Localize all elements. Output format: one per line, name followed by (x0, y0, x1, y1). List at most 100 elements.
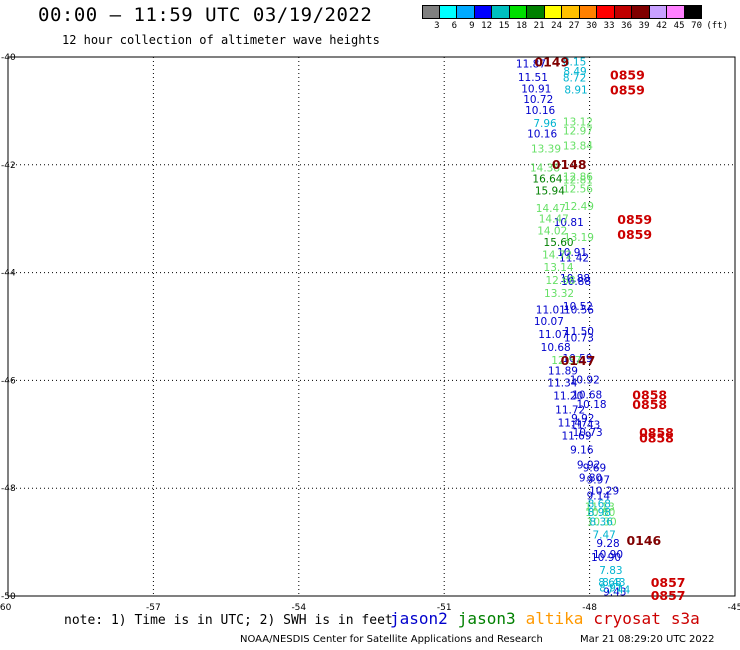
data-label: 11.72 (555, 405, 585, 417)
data-label: 10.88 (560, 273, 590, 285)
data-label: 7.47 (592, 530, 615, 542)
scale-label: 33 (603, 21, 615, 31)
scale-swatch (597, 5, 615, 19)
y-tick-label: -42 (1, 161, 16, 171)
data-label: 0146 (626, 533, 661, 548)
y-tick-label: -46 (1, 376, 16, 386)
data-label: 9.97 (587, 475, 610, 487)
data-label: 8.36 (590, 517, 614, 529)
scale-label: 36 (621, 21, 632, 31)
legend-item-altika: altika (525, 609, 584, 628)
y-tick-label: -40 (1, 53, 16, 63)
scale-label: 12 (481, 21, 492, 31)
data-label: 12.97 (563, 125, 593, 137)
plot-frame (7, 56, 736, 597)
data-label: 9.92 (577, 459, 600, 471)
scale-label: (ft) (706, 21, 728, 31)
data-label: 0858 (632, 397, 667, 412)
data-label: 15.60 (544, 237, 574, 249)
legend-item-cryosat: cryosat (593, 609, 661, 628)
data-label: 10.90 (593, 549, 623, 561)
data-label: 10.16 (525, 105, 555, 117)
scale-swatch (439, 5, 457, 19)
data-label: 14.47 (536, 203, 566, 215)
data-label: 12.57 (551, 355, 581, 367)
data-label: 0149 (534, 54, 569, 69)
scale-swatch (649, 5, 667, 19)
data-label: 14.38 (530, 162, 560, 174)
data-label: 8.72 (563, 72, 586, 84)
data-label: 0148 (552, 157, 587, 172)
data-label: 11.42 (559, 253, 589, 265)
legend-item-jason3: jason3 (457, 609, 516, 628)
data-label: 11.20 (553, 390, 583, 402)
x-tick-label: -45 (728, 603, 740, 613)
data-label: 13.19 (564, 232, 594, 244)
data-label: 13.32 (544, 288, 574, 300)
chart-title: 00:00 – 11:59 UTC 03/19/2022 (38, 4, 373, 26)
data-label: 10.07 (534, 316, 564, 328)
scale-label: 15 (498, 21, 510, 31)
data-label: 11.34 (547, 378, 577, 390)
scale-label: 21 (533, 21, 545, 31)
scale-swatch (667, 5, 685, 19)
scale-swatch (457, 5, 475, 19)
data-label: 12.56 (563, 184, 593, 196)
data-label: 15.94 (535, 186, 565, 198)
scale-swatch (579, 5, 597, 19)
x-tick-label: -57 (146, 603, 161, 613)
data-label: 11.69 (561, 430, 591, 442)
data-label: 12.68 (545, 275, 575, 287)
scale-label: 3 (434, 21, 440, 31)
data-label: 0857 (651, 588, 686, 603)
color-scale (422, 5, 702, 19)
data-label: 8.98 (588, 507, 611, 519)
scale-swatch (544, 5, 562, 19)
data-label: 13.12 (563, 117, 593, 129)
data-label: 14.72 (542, 249, 572, 261)
data-label: 0859 (617, 212, 652, 227)
data-label: 0859 (610, 82, 645, 97)
scale-label: 45 (673, 21, 685, 31)
y-tick-label: -48 (1, 484, 16, 494)
data-label: 9.80 (579, 472, 602, 484)
chart-subtitle: 12 hour collection of altimeter wave hei… (62, 33, 380, 47)
data-label: 10.91 (557, 247, 587, 259)
data-label: 11.50 (564, 326, 594, 338)
data-label: 0858 (639, 425, 674, 440)
data-label: 16.64 (532, 173, 562, 185)
data-label: 12.49 (564, 201, 594, 213)
data-label: 11.87 (516, 58, 546, 70)
legend-item-jason2: jason2 (390, 609, 448, 628)
data-label: 10.52 (563, 301, 593, 313)
data-label: 10.72 (523, 94, 553, 106)
x-tick-label: -54 (291, 603, 306, 613)
data-label: 10.92 (570, 374, 600, 386)
data-label: 9.16 (570, 444, 594, 456)
scale-swatch (527, 5, 545, 19)
data-label: 10.56 (564, 304, 594, 316)
data-label: 11.47 (558, 417, 588, 429)
data-label: 10.88 (561, 276, 591, 288)
generated-timestamp: Mar 21 08:29:20 UTC 2022 (580, 634, 715, 645)
scale-label: 70 (691, 21, 702, 31)
data-label: 10.73 (564, 332, 594, 344)
data-label: 10.18 (577, 399, 607, 411)
data-label: 10.59 (562, 353, 592, 365)
data-label: 9.43 (603, 587, 626, 599)
satellite-legend: jason2 jason3 altika cryosat s3a (390, 609, 700, 628)
data-label: 10.90 (591, 552, 621, 564)
data-label: 0858 (639, 431, 674, 446)
scale-swatch (632, 5, 650, 19)
data-label: 9.92 (571, 413, 594, 425)
data-label: 9.69 (583, 463, 606, 475)
data-label: 0858 (632, 387, 667, 402)
data-label: 10.29 (589, 485, 619, 497)
legend-item-s3a: s3a (670, 609, 700, 628)
data-label: 8.68 (598, 577, 621, 589)
scale-label: 30 (586, 21, 597, 31)
scale-swatch (509, 5, 527, 19)
data-label: 14.47 (539, 214, 569, 226)
data-label: 11.07 (538, 329, 568, 341)
